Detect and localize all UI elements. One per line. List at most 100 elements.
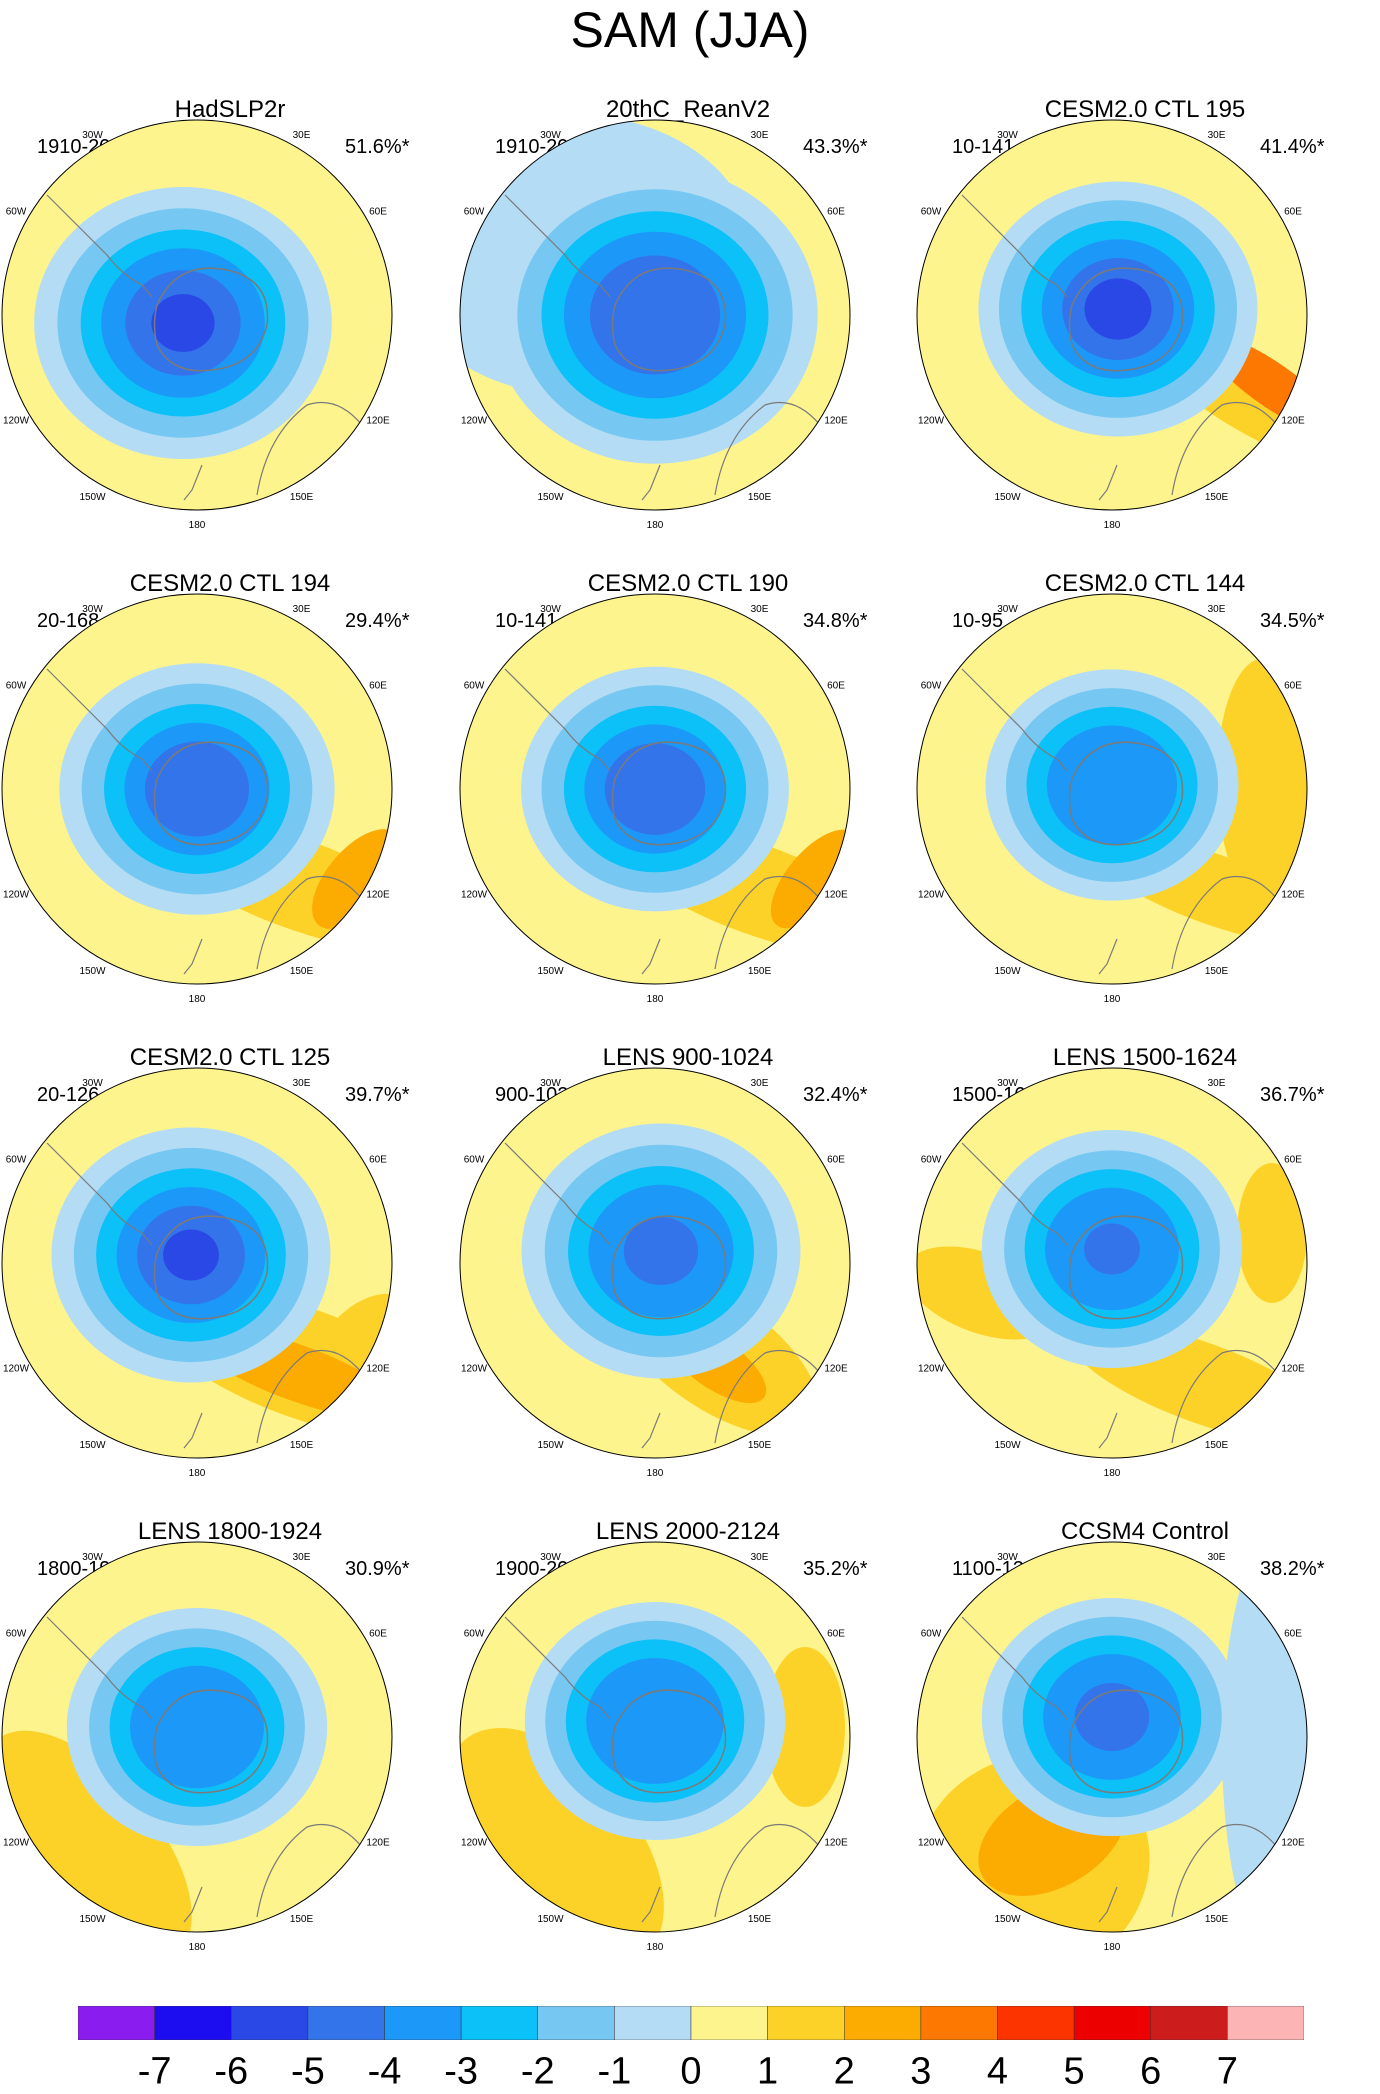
colorbar-tick-label: -3 [444, 2050, 479, 2093]
longitude-label: 30W [540, 604, 561, 615]
longitude-label: 180 [1104, 520, 1121, 530]
map-panel: CCSM4 Control1100-122438.2%*030E60E90E12… [915, 1422, 1375, 1952]
antarctica-coastline [153, 1215, 269, 1320]
longitude-label: 60E [1284, 1155, 1302, 1166]
longitude-label: 180 [189, 994, 206, 1004]
longitude-label: 0 [194, 1058, 200, 1061]
polar-stereographic-map: 030E60E90E120E150E180150W120W90W60W30W [459, 1532, 851, 1952]
longitude-label: 120E [824, 416, 848, 427]
longitude-label: 180 [189, 1468, 206, 1478]
longitude-label: 60W [6, 207, 27, 218]
south-america-coastline [961, 194, 1068, 298]
negative-anomaly-contour [1074, 1683, 1150, 1751]
south-america-coastline [46, 1616, 153, 1720]
map-boundary [916, 1067, 1308, 1459]
longitude-label: 30W [540, 1552, 561, 1563]
longitude-label: 60E [827, 1155, 845, 1166]
longitude-label: 180 [1104, 1468, 1121, 1478]
panel-title: LENS 2000-2124 [595, 1518, 781, 1545]
colorbar-segment [460, 2006, 538, 2040]
longitude-label: 30W [997, 1078, 1018, 1089]
longitude-label: 120E [1281, 1364, 1305, 1375]
south-america-coastline [46, 194, 153, 298]
australia-coastline [1171, 1349, 1278, 1444]
panel-variance-percent: 41.4%* [1260, 136, 1325, 158]
antarctica-coastline [1068, 1215, 1184, 1320]
longitude-label: 180 [189, 520, 206, 530]
longitude-label: 150E [748, 492, 772, 503]
colorbar-segment [1150, 2006, 1228, 2040]
longitude-label: 120E [1281, 1838, 1305, 1849]
panel-title: 20thC_ReanV2 [605, 96, 771, 123]
polar-stereographic-map: 030E60E90E120E150E180150W120W90W60W30W [1, 1058, 393, 1478]
longitude-label: 60E [369, 681, 387, 692]
panel-title: LENS 1800-1924 [137, 1518, 323, 1545]
longitude-label: 0 [652, 1532, 658, 1535]
longitude-label: 150E [1205, 966, 1229, 977]
new-zealand-coastline [641, 464, 661, 501]
map-boundary [916, 119, 1308, 511]
panel-variance-percent: 34.8%* [803, 610, 868, 632]
longitude-label: 120W [461, 890, 488, 901]
panel-title: CESM2.0 CTL 195 [1044, 96, 1246, 123]
longitude-label: 60E [369, 207, 387, 218]
longitude-label: 150E [1205, 1440, 1229, 1451]
longitude-label: 0 [1109, 1058, 1115, 1061]
longitude-label: 60W [6, 1629, 27, 1640]
longitude-label: 0 [1109, 110, 1115, 113]
australia-coastline [256, 1823, 363, 1918]
positive-anomaly-region [770, 829, 850, 929]
negative-anomaly-contour [163, 1229, 219, 1281]
longitude-label: 30E [1208, 130, 1226, 141]
negative-anomaly-region [1222, 1542, 1307, 1932]
panel-period: 20-168 [37, 610, 100, 632]
longitude-label: 150E [748, 1440, 772, 1451]
longitude-label: 120E [1281, 890, 1305, 901]
new-zealand-coastline [641, 938, 661, 975]
longitude-label: 120W [3, 1838, 30, 1849]
longitude-label: 180 [647, 520, 664, 530]
panel-period: 10-141 [495, 610, 558, 632]
australia-coastline [256, 1349, 363, 1444]
longitude-label: 150W [537, 1914, 564, 1925]
negative-anomaly-contour [604, 743, 706, 835]
panel-variance-percent: 36.7%* [1260, 1084, 1325, 1106]
panel-title: CESM2.0 CTL 194 [129, 570, 331, 597]
panel-variance-percent: 32.4%* [803, 1084, 868, 1106]
longitude-label: 0 [652, 1058, 658, 1061]
colorbar-tick-label: 6 [1140, 2050, 1162, 2093]
colorbar-tick-label: -6 [214, 2050, 249, 2093]
australia-coastline [714, 1823, 821, 1918]
antarctica-coastline [1068, 1689, 1184, 1794]
colorbar [78, 2006, 1304, 2040]
map-panel: CESM2.0 CTL 19420-16829.4%*030E60E90E120… [0, 474, 460, 1004]
longitude-label: 30W [997, 604, 1018, 615]
longitude-label: 30E [1208, 1078, 1226, 1089]
longitude-label: 60E [369, 1629, 387, 1640]
australia-coastline [256, 875, 363, 970]
antarctica-coastline [153, 741, 269, 846]
australia-coastline [1171, 875, 1278, 970]
longitude-label: 120W [461, 1838, 488, 1849]
longitude-label: 150E [290, 1440, 314, 1451]
longitude-label: 30W [540, 130, 561, 141]
positive-anomaly-region [765, 1647, 845, 1807]
longitude-label: 120W [918, 416, 945, 427]
map-panel: CESM2.0 CTL 14410-9534.5%*030E60E90E120E… [915, 474, 1375, 1004]
longitude-label: 0 [652, 584, 658, 587]
panel-variance-percent: 39.7%* [345, 1084, 410, 1106]
panel-variance-percent: 35.2%* [803, 1558, 868, 1580]
new-zealand-coastline [183, 1886, 203, 1923]
new-zealand-coastline [641, 1412, 661, 1449]
panel-title: HadSLP2r [174, 96, 286, 123]
longitude-label: 150E [1205, 492, 1229, 503]
longitude-label: 30W [997, 1552, 1018, 1563]
australia-coastline [714, 1349, 821, 1444]
colorbar-tick-label: -1 [597, 2050, 632, 2093]
longitude-label: 30E [751, 130, 769, 141]
map-boundary [1, 119, 393, 511]
longitude-label: 150W [79, 1914, 106, 1925]
positive-anomaly-region [312, 829, 392, 929]
map-boundary [459, 593, 851, 985]
longitude-label: 180 [647, 1942, 664, 1952]
